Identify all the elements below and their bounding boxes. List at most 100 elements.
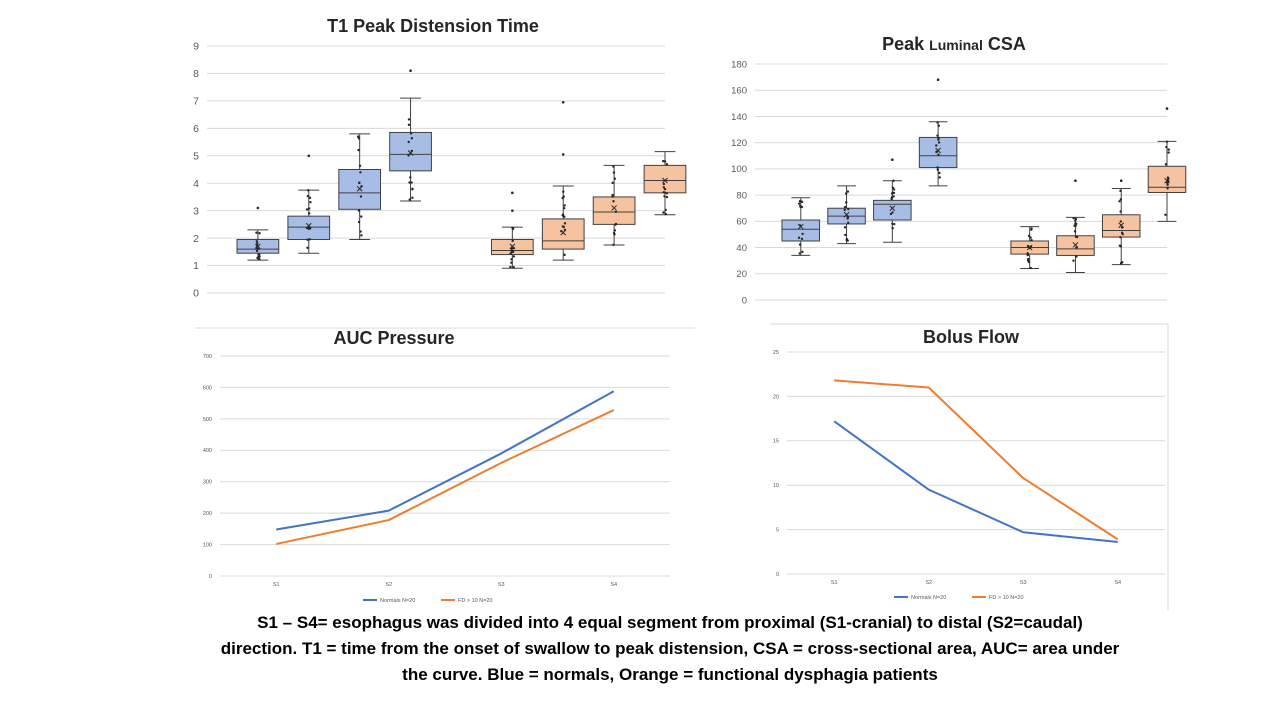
data-point (306, 246, 309, 249)
x-tick-label: S4 (1114, 580, 1121, 586)
data-point (890, 192, 894, 195)
data-point (410, 137, 414, 140)
data-point (357, 209, 361, 212)
data-point (937, 141, 941, 144)
series-line-fd (276, 409, 615, 545)
data-point (1026, 245, 1030, 248)
data-point (408, 181, 411, 184)
data-point (1119, 235, 1122, 239)
data-point (799, 205, 802, 209)
data-point (356, 135, 360, 138)
bolus-line-chart: Bolus Flow 0 5 10 15 20 25 S1 S2 S3 S4 Normals N=2… (770, 323, 1169, 610)
y-tick-label: 0 (776, 572, 779, 578)
caption-line-2: direction. T1 = time from the onset of s… (220, 639, 1120, 658)
data-point (258, 257, 261, 261)
series-line-normals (833, 420, 1118, 544)
data-point (407, 118, 411, 121)
data-point (1027, 257, 1030, 261)
data-point (937, 138, 940, 141)
data-point (1118, 200, 1121, 203)
data-point (1119, 189, 1122, 193)
y-tick-label: 180 (731, 59, 747, 70)
data-point (561, 196, 564, 200)
x-tick-label: S1 (831, 580, 838, 586)
data-point (1075, 235, 1079, 239)
y-tick-label: 0 (209, 574, 212, 580)
data-point (613, 233, 616, 236)
data-point (1027, 234, 1031, 238)
y-tick-label: 300 (203, 480, 212, 486)
data-point (1167, 179, 1170, 183)
data-point (664, 212, 667, 216)
y-tick-label: 9 (193, 41, 199, 53)
data-point (892, 188, 896, 191)
data-point (408, 198, 411, 201)
data-point (611, 181, 614, 185)
auc-line-chart: AUC Pressure 0 100 200 300 400 500 600 700 S1 S2 S… (195, 327, 695, 604)
y-tick-label: 25 (773, 350, 779, 356)
data-point (662, 211, 665, 214)
x-tick-label: S3 (1020, 580, 1027, 586)
legend-label: Normals N=20 (380, 598, 415, 604)
data-point (411, 196, 414, 199)
data-point (936, 134, 939, 137)
data-point (511, 226, 514, 230)
outlier-point (1119, 179, 1123, 182)
x-tick-label: S4 (610, 582, 617, 588)
title-part-1: Peak (882, 34, 929, 54)
y-tick-label: 100 (731, 164, 747, 175)
data-point (309, 200, 312, 204)
data-point (799, 199, 802, 203)
data-point (936, 168, 940, 172)
data-point (360, 184, 363, 188)
data-point (1026, 252, 1029, 255)
data-point (409, 176, 412, 179)
data-point (1165, 145, 1168, 149)
outlier-point (1165, 107, 1169, 110)
data-point (410, 149, 413, 153)
data-point (664, 208, 667, 212)
data-point (561, 214, 564, 217)
chart-title: AUC Pressure (333, 328, 454, 348)
data-point (891, 211, 894, 214)
data-point (843, 208, 846, 212)
data-point (512, 255, 516, 258)
data-point (510, 247, 514, 250)
data-point (1165, 140, 1169, 143)
data-point (891, 186, 895, 189)
data-point (891, 226, 894, 230)
data-point (798, 243, 802, 246)
data-point (407, 154, 410, 157)
data-point (801, 232, 804, 236)
mean-marker (1072, 242, 1079, 248)
data-point (360, 234, 363, 237)
chart-title: Peak Luminal CSA (882, 34, 1026, 54)
box-normals-S3 (338, 169, 382, 210)
data-point (891, 222, 894, 226)
data-point (1075, 246, 1078, 249)
y-tick-label: 140 (731, 112, 747, 123)
data-point (612, 165, 615, 168)
data-point (308, 238, 311, 241)
box-fd-S2 (541, 218, 585, 250)
data-point (844, 233, 847, 237)
y-tick-label: 6 (193, 123, 199, 135)
data-point (256, 242, 259, 245)
data-point (306, 194, 310, 198)
y-tick-label: 120 (731, 138, 747, 149)
data-point (936, 166, 939, 169)
data-point (846, 190, 850, 193)
data-point (798, 252, 801, 255)
outlier-point (511, 209, 514, 212)
data-point (509, 265, 512, 269)
y-tick-label: 5 (776, 528, 779, 534)
box-normals-S3 (873, 199, 912, 221)
outlier-point (256, 206, 260, 210)
data-point (611, 193, 614, 197)
data-point (409, 132, 413, 135)
y-tick-label: 160 (731, 86, 747, 97)
caption-line-1: S1 – S4= esophagus was divided into 4 eq… (257, 613, 1083, 632)
y-tick-label: 600 (203, 385, 212, 391)
data-point (512, 246, 515, 250)
title-part-3: CSA (983, 34, 1026, 54)
